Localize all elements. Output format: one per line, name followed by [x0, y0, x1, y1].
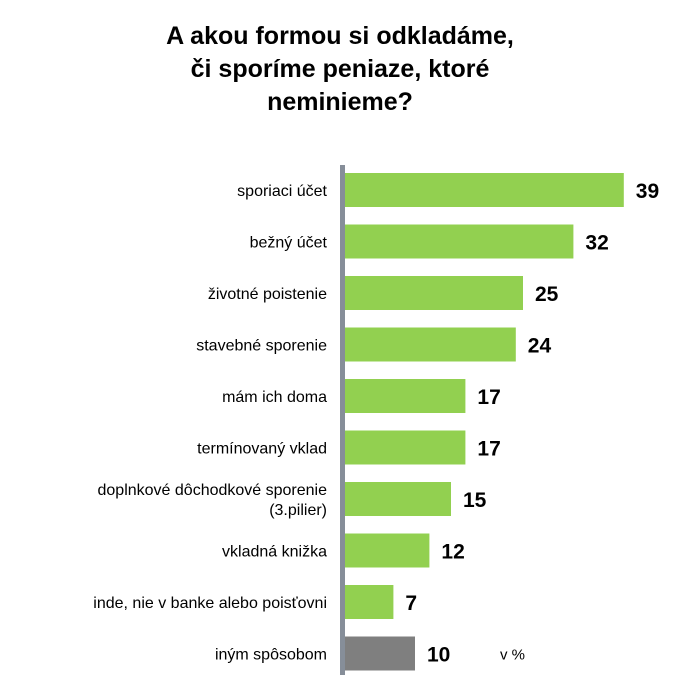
- category-label: vkladná knižka: [222, 544, 327, 561]
- value-label: 12: [441, 541, 464, 564]
- category-label: iným spôsobom: [215, 647, 327, 664]
- category-label: mám ich doma: [222, 389, 327, 406]
- bar: [343, 585, 394, 619]
- bar: [343, 636, 415, 671]
- value-label: 32: [585, 232, 608, 255]
- value-label: 15: [463, 489, 487, 512]
- bar: [343, 224, 574, 259]
- bar: [343, 379, 466, 413]
- value-label: 7: [405, 592, 417, 615]
- value-label: 39: [636, 180, 659, 203]
- y-axis: [340, 165, 345, 675]
- chart-title-line-1: A akou formou si odkladáme,: [166, 22, 514, 50]
- bar: [343, 482, 451, 516]
- chart-title-line-3: neminieme?: [267, 88, 413, 116]
- category-label: sporiaci účet: [237, 183, 327, 200]
- bar: [343, 173, 624, 207]
- category-label: životné poistenie: [208, 286, 327, 303]
- category-label: termínovaný vklad: [197, 441, 327, 458]
- value-label: 25: [535, 283, 559, 306]
- chart-title: A akou formou si odkladáme, či sporíme p…: [120, 20, 560, 119]
- bar: [343, 430, 466, 465]
- category-label: inde, nie v banke alebo poisťovni: [93, 595, 327, 612]
- value-label: 17: [477, 438, 500, 461]
- bar: [343, 533, 430, 568]
- category-label: stavebné sporenie: [196, 338, 327, 355]
- bar: [343, 327, 516, 362]
- chart-title-line-2: či sporíme peniaze, ktoré: [190, 55, 490, 83]
- bar: [343, 276, 523, 310]
- category-label: doplnkové dôchodkové sporenie: [98, 482, 328, 499]
- category-label: bežný účet: [250, 235, 328, 252]
- category-label: (3.pilier): [269, 502, 327, 519]
- value-label: 10: [427, 644, 450, 667]
- value-label: 17: [477, 386, 500, 409]
- value-label: 24: [528, 335, 552, 358]
- unit-label: v %: [500, 647, 525, 664]
